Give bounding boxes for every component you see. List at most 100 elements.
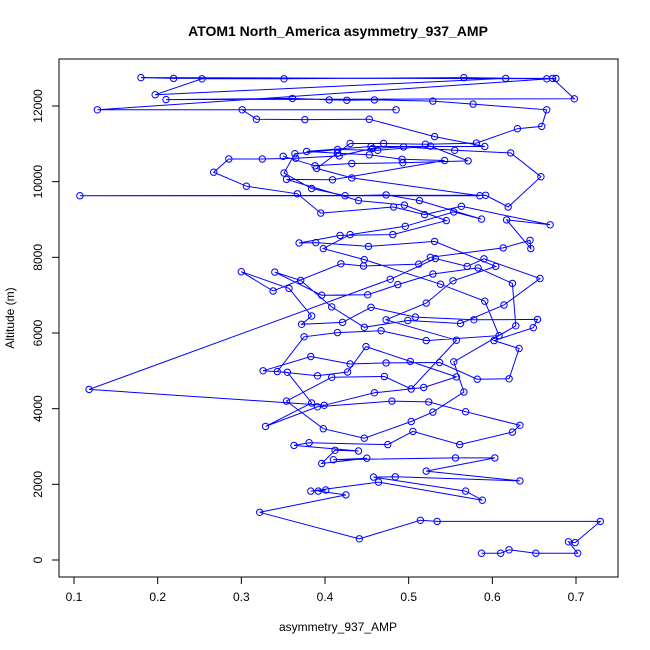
data-point [337,260,345,268]
data-point [495,331,503,340]
data-point [497,549,505,557]
data-point [363,454,371,462]
data-point [379,139,388,148]
data-point [282,397,291,405]
data-point [354,447,363,455]
x-tick-label: 0.7 [568,590,585,604]
data-point [570,95,578,103]
data-point [360,434,368,442]
data-point [307,487,315,495]
data-point [342,491,350,499]
data-point [430,237,439,246]
data-point [271,268,279,276]
data-point [536,274,544,283]
data-point [302,147,311,156]
data-point [307,399,316,407]
data-point [400,201,409,209]
data-point [422,299,430,307]
data-point [382,359,390,367]
data-point [331,446,339,454]
data-point [370,389,379,397]
data-point [532,549,540,557]
data-point [442,216,450,225]
data-point [407,385,415,393]
data-point [456,440,464,449]
data-point [491,454,499,462]
data-point [360,255,368,264]
y-tick-label: 6000 [31,319,45,346]
data-point [346,360,354,368]
data-point [492,262,500,271]
data-point [451,454,460,462]
data-point [313,372,322,380]
data-point [318,291,326,299]
data-point [312,238,320,247]
data-point [382,191,390,199]
data-point [421,140,430,148]
data-point [527,244,535,253]
data-point [516,421,524,429]
data-point [398,155,406,164]
y-tick-label: 10000 [31,165,45,199]
data-point [452,373,461,381]
data-point [348,159,356,168]
data-point [292,154,300,162]
y-tick-label: 2000 [31,471,45,498]
data-point [571,538,579,547]
data-point [346,230,354,239]
data-point [500,301,508,309]
data-point [313,403,322,411]
data-point [526,236,534,245]
data-point [429,97,437,105]
data-point [328,373,336,381]
data-point [300,333,308,341]
data-point [436,280,445,288]
data-point [301,115,309,124]
data-point [169,74,178,83]
x-tick-label: 0.4 [317,590,334,604]
data-point [426,253,435,261]
y-tick-label: 12000 [31,89,45,123]
data-point [449,277,457,285]
data-point [279,152,287,161]
data-point [552,74,560,83]
data-point [473,375,481,383]
data-point [318,459,326,468]
data-point [341,192,349,200]
data-point [364,242,373,251]
data-point [329,456,338,464]
data-point [507,149,515,157]
data-point [477,215,486,223]
data-point [543,106,551,114]
data-point [456,319,465,328]
data-point [374,478,383,486]
data-point [515,344,523,353]
data-point [409,427,417,436]
data-point [504,203,512,211]
data-point [374,146,382,155]
data-point [516,477,524,485]
data-point [407,417,415,426]
data-point [283,368,292,376]
data-point [280,75,288,83]
data-point [273,367,281,376]
data-point [502,216,511,224]
data-point [391,473,399,481]
data-point [198,75,206,83]
data-point [307,184,316,193]
data-point [297,276,305,285]
chart-title: ATOM1 North_America asymmetry_937_AMP [188,23,488,39]
data-point [478,496,486,504]
data-point [76,192,84,200]
data-point [429,408,437,416]
data-point [457,202,466,211]
data-point [474,264,482,272]
data-point [420,210,429,219]
data-point [365,151,373,159]
data-point [369,144,377,153]
x-axis-label: asymmetry_937_AMP [279,620,397,634]
data-point [384,440,392,449]
data-point [370,96,379,104]
data-point [426,142,435,150]
data-point [461,408,470,416]
